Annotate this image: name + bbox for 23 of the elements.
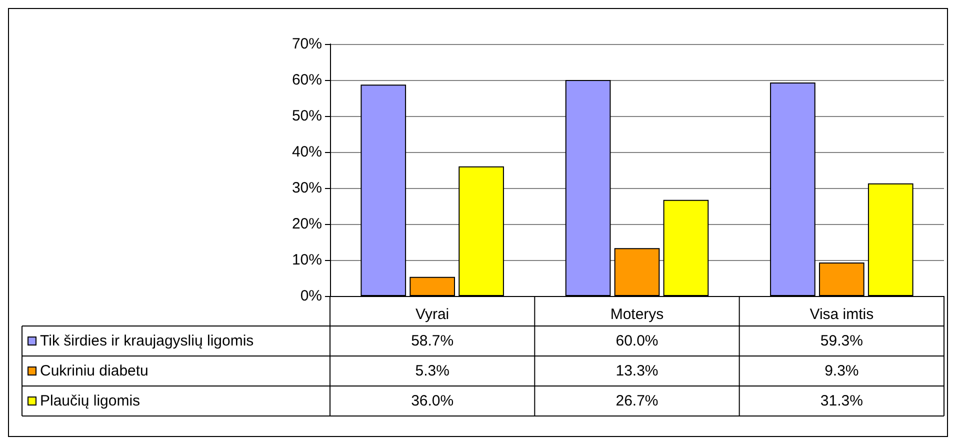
y-tick-label: 0% — [300, 288, 322, 304]
x-tick-label: Moterys — [610, 306, 664, 323]
data-label: 9.3% — [824, 362, 859, 380]
y-tick-label: 70% — [292, 36, 322, 52]
legend-label: Plaučių ligomis — [40, 392, 140, 410]
data-label: 58.7% — [411, 332, 454, 350]
y-tick-label: 10% — [292, 252, 322, 268]
y-tick-label: 20% — [292, 216, 322, 232]
data-label: 59.3% — [820, 332, 863, 350]
legend-label: Cukriniu diabetu — [40, 362, 148, 380]
data-label: 26.7% — [616, 392, 658, 410]
data-label: 5.3% — [415, 362, 450, 380]
x-tick-label: Visa imtis — [810, 306, 874, 323]
y-tick-label: 50% — [292, 108, 322, 124]
legend-label: Tik širdies ir kraujagyslių ligomis — [40, 332, 254, 350]
y-tick-label: 60% — [292, 72, 322, 88]
y-tick-label: 40% — [292, 144, 322, 160]
y-tick-label: 30% — [292, 180, 322, 196]
data-label: 36.0% — [411, 392, 454, 410]
data-label: 60.0% — [616, 332, 658, 350]
x-tick-label: Vyrai — [416, 306, 450, 323]
data-label: 31.3% — [820, 392, 863, 410]
data-label: 13.3% — [616, 362, 658, 380]
